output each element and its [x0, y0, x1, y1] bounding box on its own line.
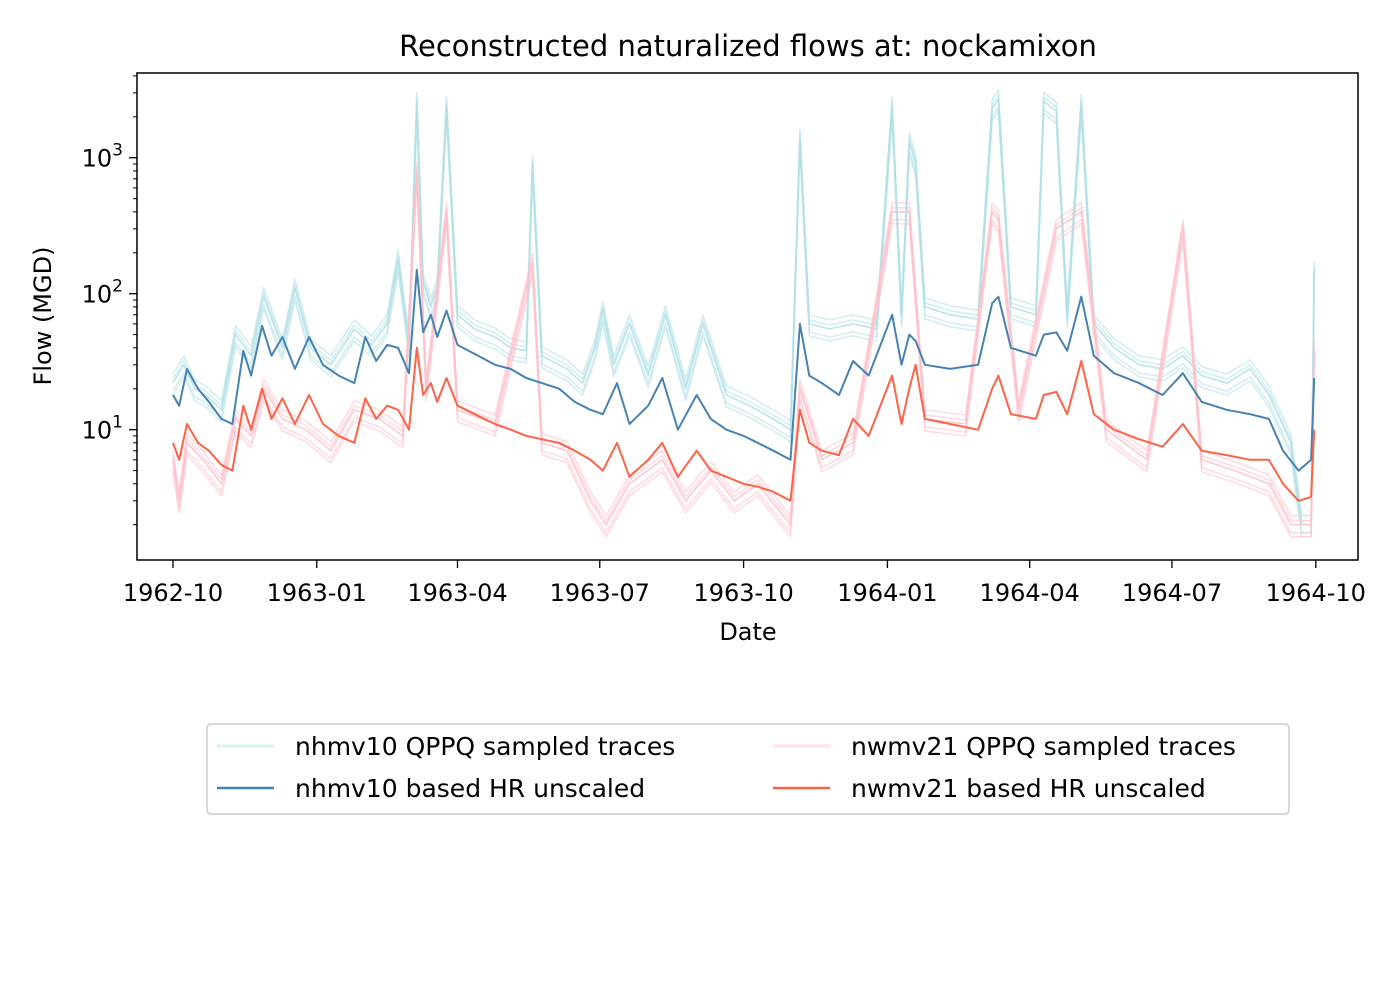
x-tick-label: 1964-07	[1122, 579, 1222, 607]
series-group-3	[172, 346, 1316, 502]
x-tick-label: 1962-10	[123, 579, 223, 607]
y-axis-title: Flow (MGD)	[29, 247, 57, 386]
y-tick-label: 101	[82, 413, 123, 445]
y-tick-label: 103	[82, 141, 123, 173]
series-group-1	[172, 268, 1316, 472]
series-line-sampled-trace	[172, 182, 1315, 538]
plot-frame	[136, 72, 1359, 561]
legend-label-nhmv10-qppq: nhmv10 QPPQ sampled traces	[295, 732, 675, 761]
x-tick-label: 1964-10	[1266, 579, 1366, 607]
x-tick-label: 1964-01	[837, 579, 937, 607]
y-axis: 101 102 103	[82, 75, 137, 526]
series-line-hr-unscaled	[172, 346, 1316, 502]
legend-label-nwmv21-hr: nwmv21 based HR unscaled	[851, 774, 1206, 803]
y-tick-label: 102	[82, 277, 123, 309]
x-tick-label: 1963-01	[267, 579, 367, 607]
series-layer	[172, 89, 1316, 538]
plot-area	[136, 72, 1359, 561]
legend-label-nwmv21-qppq: nwmv21 QPPQ sampled traces	[851, 732, 1236, 761]
legend-label-nhmv10-hr: nhmv10 based HR unscaled	[295, 774, 645, 803]
series-line-sampled-trace	[172, 94, 1315, 522]
x-axis: 1962-10 1963-01 1963-04 1963-07 1963-10 1964-…	[123, 560, 1366, 607]
legend-frame	[206, 723, 1290, 815]
x-tick-label: 1963-04	[407, 579, 507, 607]
chart-title: Reconstructed naturalized flows at: nock…	[399, 29, 1097, 63]
x-axis-title: Date	[719, 618, 776, 646]
series-line-hr-unscaled	[172, 268, 1316, 472]
x-tick-label: 1963-07	[550, 579, 650, 607]
x-tick-label: 1963-10	[693, 579, 793, 607]
x-tick-label: 1964-04	[980, 579, 1080, 607]
legend: nhmv10 QPPQ sampled traces nhmv10 based …	[206, 723, 1290, 815]
